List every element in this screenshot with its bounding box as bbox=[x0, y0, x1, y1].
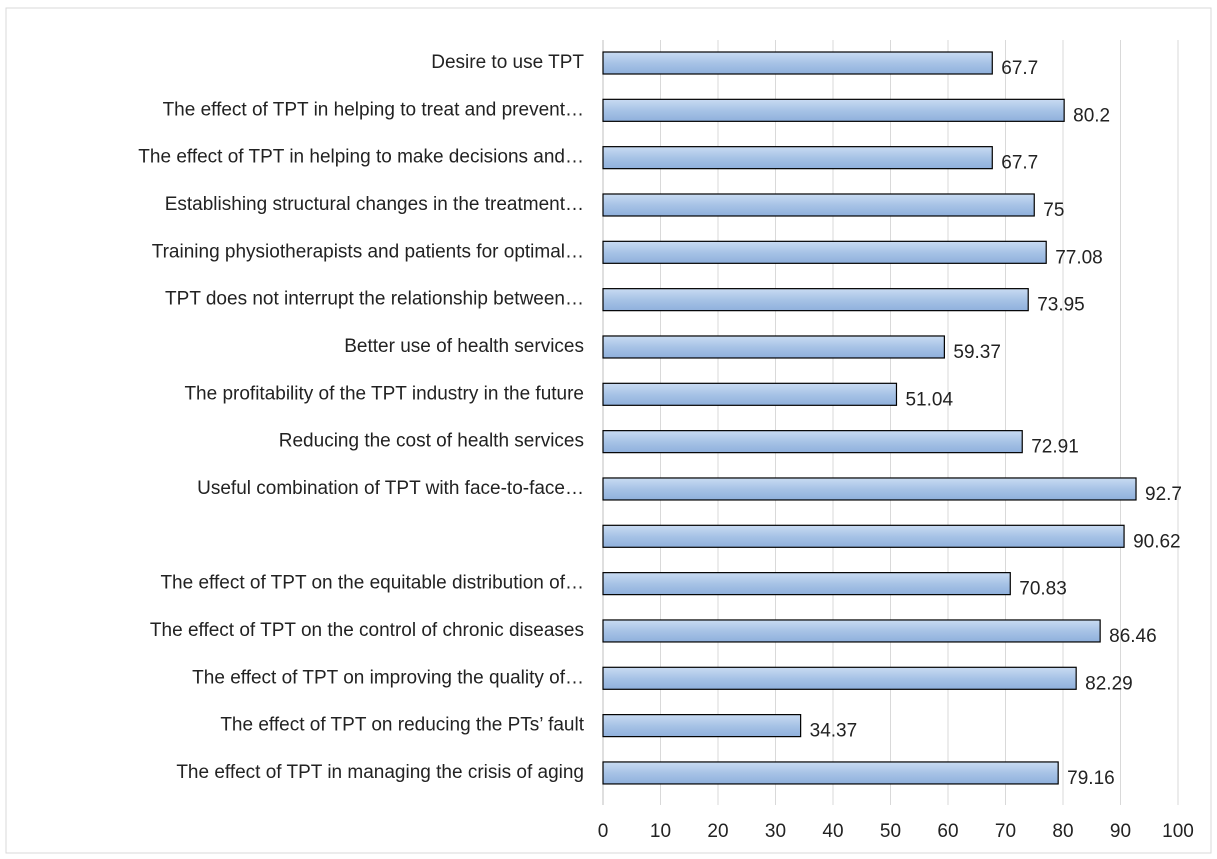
x-tick-label: 90 bbox=[1110, 821, 1131, 842]
data-label: 70.83 bbox=[1019, 579, 1067, 600]
x-tick-label: 100 bbox=[1162, 821, 1194, 842]
bar bbox=[602, 477, 1137, 501]
bar bbox=[602, 430, 1023, 454]
x-tick-label: 0 bbox=[598, 821, 609, 842]
x-tick-label: 60 bbox=[937, 821, 958, 842]
y-tick-label: Desire to use TPT bbox=[431, 52, 584, 73]
data-label: 79.16 bbox=[1067, 768, 1115, 789]
y-tick-label: The effect of TPT on improving the quali… bbox=[192, 667, 584, 688]
bar bbox=[602, 572, 1011, 596]
data-label: 73.95 bbox=[1037, 295, 1085, 316]
bar bbox=[602, 288, 1029, 312]
y-tick-label: The effect of TPT in managing the crisis… bbox=[176, 762, 584, 783]
data-label: 90.62 bbox=[1133, 531, 1181, 552]
y-tick-label: The effect of TPT on the control of chro… bbox=[150, 620, 584, 641]
y-tick-label: Training physiotherapists and patients f… bbox=[152, 241, 584, 262]
x-tick-label: 40 bbox=[822, 821, 843, 842]
y-tick-label: Establishing structural changes in the t… bbox=[165, 194, 584, 215]
x-tick-label: 80 bbox=[1052, 821, 1073, 842]
chart-border bbox=[5, 7, 1212, 854]
bar bbox=[602, 666, 1077, 690]
bar bbox=[602, 240, 1047, 264]
y-tick-label: The effect of TPT on reducing the PTs’ f… bbox=[220, 715, 584, 736]
x-tick-label: 70 bbox=[995, 821, 1016, 842]
y-tick-label: Reducing the cost of health services bbox=[279, 431, 584, 452]
x-tick-label: 30 bbox=[765, 821, 786, 842]
y-tick-label: The profitability of the TPT industry in… bbox=[184, 383, 584, 404]
bar bbox=[602, 619, 1101, 643]
y-tick-label: The effect of TPT in helping to treat an… bbox=[163, 99, 584, 120]
x-tick-label: 10 bbox=[650, 821, 671, 842]
y-tick-label: Useful combination of TPT with face-to-f… bbox=[197, 478, 584, 499]
data-label: 67.7 bbox=[1001, 58, 1038, 79]
data-label: 86.46 bbox=[1109, 626, 1157, 647]
bar bbox=[602, 382, 898, 406]
y-tick-label: The effect of TPT in helping to make dec… bbox=[138, 147, 584, 168]
bar bbox=[602, 51, 993, 75]
bar bbox=[602, 761, 1059, 785]
data-label: 34.37 bbox=[810, 721, 858, 742]
y-tick-label: TPT does not interrupt the relationship … bbox=[165, 289, 584, 310]
bar bbox=[602, 714, 802, 738]
data-label: 75 bbox=[1043, 200, 1064, 221]
bar bbox=[602, 146, 993, 170]
x-tick-label: 20 bbox=[707, 821, 728, 842]
data-label: 72.91 bbox=[1031, 437, 1079, 458]
bar bbox=[602, 335, 945, 359]
bar bbox=[602, 98, 1065, 122]
bar bbox=[602, 193, 1035, 217]
bar bbox=[602, 524, 1125, 548]
y-tick-label: Better use of health services bbox=[344, 336, 584, 357]
data-label: 67.7 bbox=[1001, 153, 1038, 174]
data-label: 92.7 bbox=[1145, 484, 1182, 505]
x-tick-label: 50 bbox=[880, 821, 901, 842]
data-label: 77.08 bbox=[1055, 247, 1103, 268]
data-label: 59.37 bbox=[953, 342, 1001, 363]
data-label: 80.2 bbox=[1073, 105, 1110, 126]
y-tick-label: The effect of TPT on the equitable distr… bbox=[160, 573, 584, 594]
data-label: 51.04 bbox=[905, 389, 953, 410]
data-label: 82.29 bbox=[1085, 673, 1133, 694]
